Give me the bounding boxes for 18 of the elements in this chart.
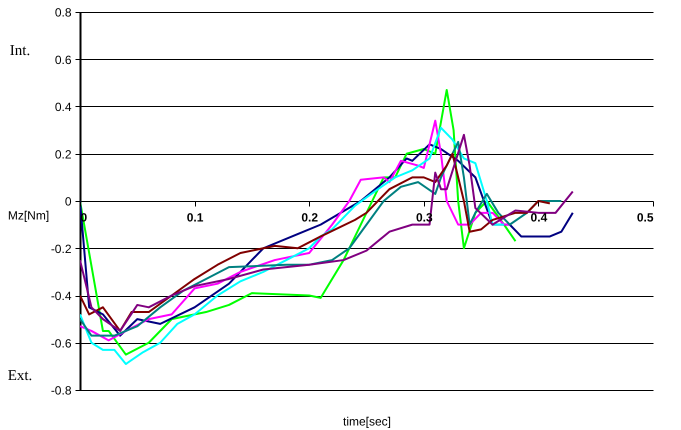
y-tick-label: 0.2: [54, 147, 72, 162]
x-tick-label: 0.4: [530, 210, 548, 224]
y-tick-label: 0.6: [54, 52, 72, 67]
x-tick-label: 0.5: [636, 210, 654, 224]
y-tick-label: -0.6: [50, 336, 72, 350]
x-axis-title: time[sec]: [342, 414, 392, 428]
y-tick-label: 0.8: [54, 6, 72, 20]
y-axis-title: Mz[Nm]: [8, 208, 50, 222]
y-tick-label: 0.4: [54, 100, 72, 114]
text: Int.: [10, 42, 30, 59]
line-series: [80, 88, 516, 356]
text: Ext.: [8, 368, 32, 384]
x-tick-label: 0.2: [301, 210, 318, 224]
y-tick-label: 0: [64, 194, 72, 208]
y-tick-label: -0.8: [50, 384, 72, 398]
y-tick-label: -0.4: [50, 289, 72, 303]
x-tick-label: 0.1: [186, 210, 204, 224]
y-tick-label: -0.2: [50, 242, 72, 256]
